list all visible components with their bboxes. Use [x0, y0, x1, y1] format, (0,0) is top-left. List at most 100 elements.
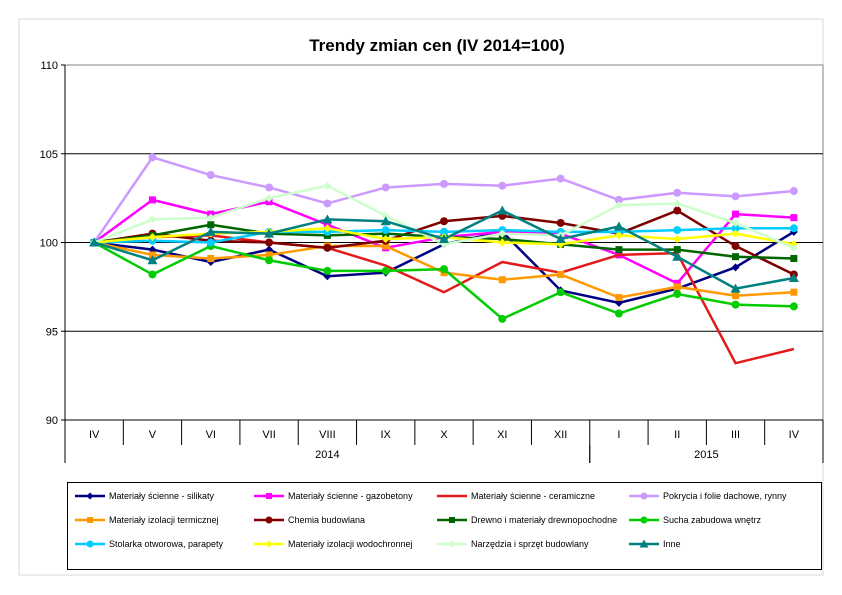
- data-point: [673, 289, 682, 298]
- legend-item: Materiały izolacji termicznej: [74, 513, 219, 527]
- data-point: [206, 171, 215, 180]
- data-point: [673, 188, 682, 197]
- legend-swatch: [75, 517, 105, 523]
- data-point: [148, 196, 156, 204]
- data-point: [673, 199, 682, 208]
- x-tick-label: IV: [789, 429, 800, 441]
- legend-item: Materiały ścienne - gazobetony: [253, 489, 413, 503]
- data-point: [731, 229, 740, 238]
- data-point: [497, 205, 508, 215]
- legend-swatch-marker: [639, 539, 649, 548]
- legend-swatch-marker: [265, 516, 273, 524]
- data-point: [323, 199, 332, 208]
- legend-label: Materiały izolacji termicznej: [109, 515, 219, 525]
- legend-swatch-marker: [449, 517, 455, 523]
- data-point: [614, 195, 623, 204]
- year-label: 2015: [694, 449, 718, 461]
- legend-item: Chemia budowlana: [253, 513, 365, 527]
- x-tick-label: X: [440, 429, 448, 441]
- data-point: [148, 270, 157, 279]
- legend-swatch-marker: [640, 516, 648, 524]
- data-point: [731, 242, 740, 251]
- legend-label: Materiały izolacji wodochronnej: [288, 539, 413, 549]
- data-point: [381, 266, 390, 275]
- data-point: [790, 214, 798, 222]
- y-tick-label: 110: [40, 60, 58, 72]
- legend-swatch: [629, 539, 659, 548]
- chart-title: Trendy zmian cen (IV 2014=100): [309, 36, 565, 55]
- x-tick-label: VII: [262, 429, 275, 441]
- data-point: [556, 218, 565, 227]
- legend-swatch: [437, 494, 467, 498]
- y-tick-label: 100: [40, 238, 58, 250]
- data-point: [732, 253, 740, 261]
- data-point: [731, 263, 740, 272]
- data-point: [557, 270, 565, 278]
- data-point: [440, 217, 448, 226]
- legend-swatch-marker: [86, 540, 94, 548]
- legend-label: Drewno i materiały drewnopochodne: [471, 515, 618, 525]
- data-point: [381, 211, 390, 220]
- legend-item: Pokrycia i folie dachowe, rynny: [628, 489, 787, 503]
- legend-label: Sucha zabudowa wnętrz: [663, 515, 762, 525]
- data-point: [672, 251, 683, 261]
- legend-item: Drewno i materiały drewnopochodne: [436, 513, 617, 527]
- legend-swatch: [629, 492, 659, 500]
- data-point: [265, 251, 273, 259]
- data-point: [498, 229, 507, 238]
- data-point: [673, 279, 681, 287]
- data-point: [264, 228, 275, 238]
- x-tick-label: I: [617, 429, 620, 441]
- legend-swatch-marker: [265, 540, 273, 548]
- x-tick-label: XII: [554, 429, 567, 441]
- y-tick-label: 95: [46, 326, 58, 338]
- data-point: [673, 206, 682, 215]
- data-point: [498, 181, 507, 190]
- data-point: [148, 251, 156, 259]
- legend-label: Stolarka otworowa, parapety: [109, 539, 224, 549]
- data-point: [382, 242, 390, 250]
- data-point: [439, 233, 449, 243]
- data-point: [556, 174, 565, 183]
- data-point: [265, 256, 274, 265]
- legend-swatch: [254, 516, 284, 524]
- data-point: [440, 227, 448, 236]
- x-tick-label: VIII: [319, 429, 336, 441]
- legend-swatch: [75, 492, 105, 500]
- legend-swatch: [437, 540, 467, 548]
- data-point: [789, 302, 798, 311]
- data-point: [205, 226, 216, 236]
- data-point: [89, 237, 100, 247]
- legend-swatch-marker: [266, 493, 272, 499]
- series-group: [89, 205, 799, 293]
- x-tick-label: VI: [206, 429, 216, 441]
- legend-label: Pokrycia i folie dachowe, rynny: [663, 491, 787, 501]
- data-point: [381, 234, 390, 243]
- data-point: [731, 224, 740, 233]
- data-point: [732, 210, 740, 218]
- legend-swatch: [254, 493, 284, 499]
- data-point: [790, 254, 798, 262]
- data-point: [673, 226, 682, 235]
- data-point: [615, 294, 623, 302]
- data-point: [730, 283, 741, 293]
- data-point: [498, 238, 507, 247]
- legend-swatch-marker: [448, 540, 456, 548]
- data-point: [788, 273, 799, 282]
- data-point: [498, 276, 506, 284]
- data-point: [732, 292, 740, 300]
- data-point: [148, 233, 157, 242]
- data-point: [148, 153, 157, 162]
- data-point: [789, 224, 798, 233]
- data-point: [731, 218, 740, 227]
- data-point: [147, 255, 158, 265]
- data-point: [322, 214, 333, 224]
- data-point: [789, 243, 798, 252]
- legend-label: Inne: [663, 539, 681, 549]
- legend-label: Narzędzia i sprzęt budowlany: [471, 539, 589, 549]
- chart-legend: Materiały ścienne - silikaty Materiały śc…: [67, 482, 822, 570]
- data-point: [148, 215, 157, 224]
- data-point: [555, 233, 566, 243]
- x-tick-label: IV: [89, 429, 100, 441]
